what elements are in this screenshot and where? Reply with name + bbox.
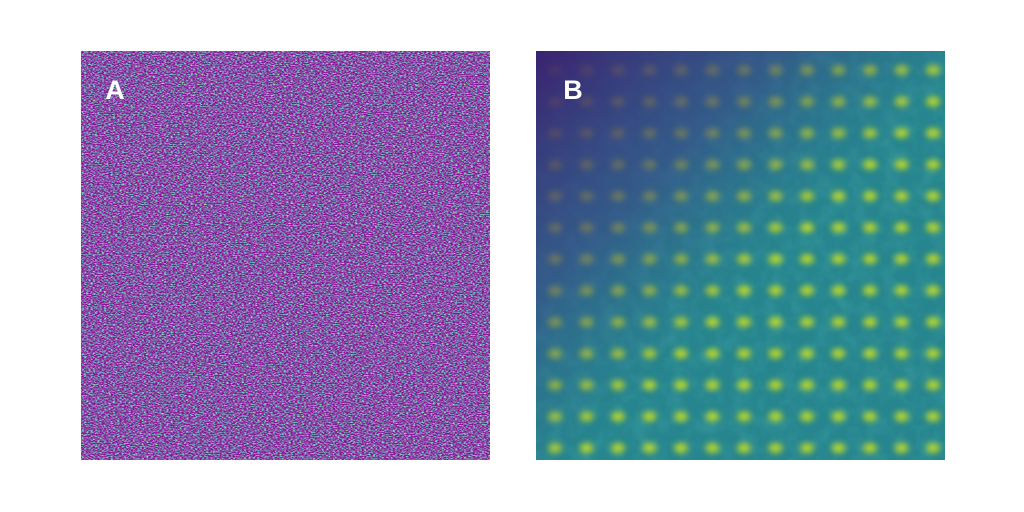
panel-a: A <box>81 51 490 460</box>
panel-label: B <box>563 75 583 105</box>
image-a <box>81 51 490 460</box>
panel-b: B <box>536 51 945 460</box>
panel-label: A <box>105 75 125 105</box>
image-b-shade <box>536 51 945 460</box>
